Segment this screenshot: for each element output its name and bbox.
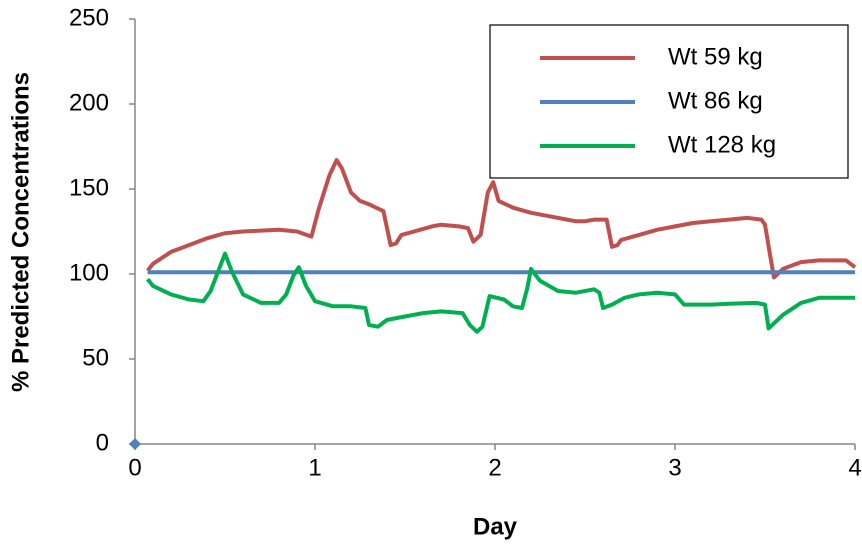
legend-label: Wt 59 kg <box>668 43 763 70</box>
y-tick-label: 50 <box>82 344 109 371</box>
x-tick-label: 0 <box>128 454 141 481</box>
y-axis-title: % Predicted Concentrations <box>7 72 34 392</box>
data-point <box>129 438 141 450</box>
y-tick-label: 250 <box>69 4 109 31</box>
legend-label: Wt 86 kg <box>668 87 763 114</box>
data-line <box>146 251 855 334</box>
x-axis-title: Day <box>473 513 518 540</box>
x-tick-label: 1 <box>308 454 321 481</box>
legend-label: Wt 128 kg <box>668 131 776 158</box>
x-tick-label: 2 <box>488 454 501 481</box>
x-tick-label: 3 <box>668 454 681 481</box>
y-tick-label: 100 <box>69 259 109 286</box>
y-tick-label: 200 <box>69 89 109 116</box>
x-tick-label: 4 <box>848 454 861 481</box>
y-tick-label: 150 <box>69 174 109 201</box>
data-line <box>146 158 857 280</box>
y-tick-label: 0 <box>96 429 109 456</box>
